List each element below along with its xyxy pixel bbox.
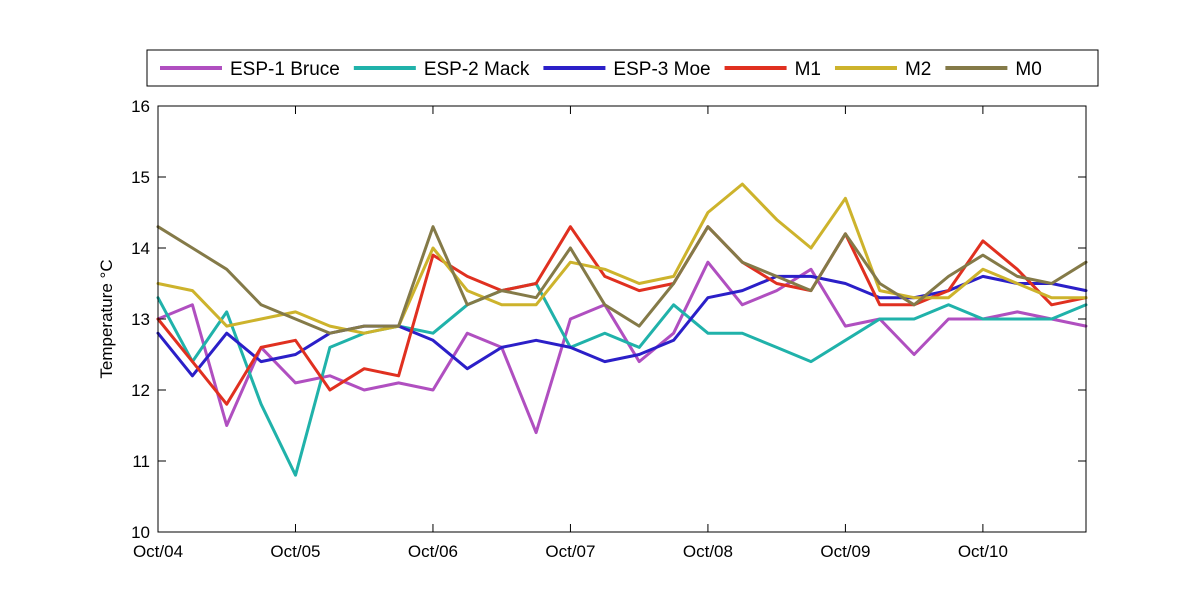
x-tick-label-3: Oct/07 xyxy=(545,542,595,561)
y-tick-label-0: 10 xyxy=(131,523,150,542)
legend-label-5: M0 xyxy=(1015,59,1041,80)
y-axis-label: Temperature °C xyxy=(97,259,116,378)
legend: ESP-1 Bruce ESP-2 Mack ESP-3 Moe M1 M2 M0 xyxy=(146,49,1099,87)
x-tick-label-0: Oct/04 xyxy=(133,542,183,561)
y-tick-label-1: 11 xyxy=(132,452,150,471)
y-tick-label-4: 14 xyxy=(131,239,150,258)
series-layer xyxy=(156,182,1088,477)
legend-label-1: ESP-2 Mack xyxy=(424,59,530,80)
series-line-2 xyxy=(156,274,1088,378)
y-tick-label-6: 16 xyxy=(131,97,150,116)
series-line-5 xyxy=(156,225,1088,335)
x-tick-label-6: Oct/10 xyxy=(958,542,1008,561)
series-line-4 xyxy=(156,182,1088,335)
x-tick-label-4: Oct/08 xyxy=(683,542,733,561)
y-tick-label-2: 12 xyxy=(131,381,150,400)
x-tick-label-2: Oct/06 xyxy=(408,542,458,561)
x-tick-label-1: Oct/05 xyxy=(270,542,320,561)
legend-label-0: ESP-1 Bruce xyxy=(230,59,340,80)
y-tick-label-5: 15 xyxy=(131,168,150,187)
axes-layer: 10 11 12 13 14 15 16 Oct/04 Oct/05 Oct/06 Oct/07 Oc… xyxy=(131,97,1086,561)
legend-label-3: M1 xyxy=(795,59,821,80)
legend-box xyxy=(146,49,1099,87)
legend-label-2: ESP-3 Moe xyxy=(613,59,710,80)
series-line-1 xyxy=(156,282,1088,477)
legend-label-4: M2 xyxy=(905,59,931,80)
series-line-0 xyxy=(156,260,1088,435)
y-tick-label-3: 13 xyxy=(131,310,150,329)
x-tick-label-5: Oct/09 xyxy=(820,542,870,561)
